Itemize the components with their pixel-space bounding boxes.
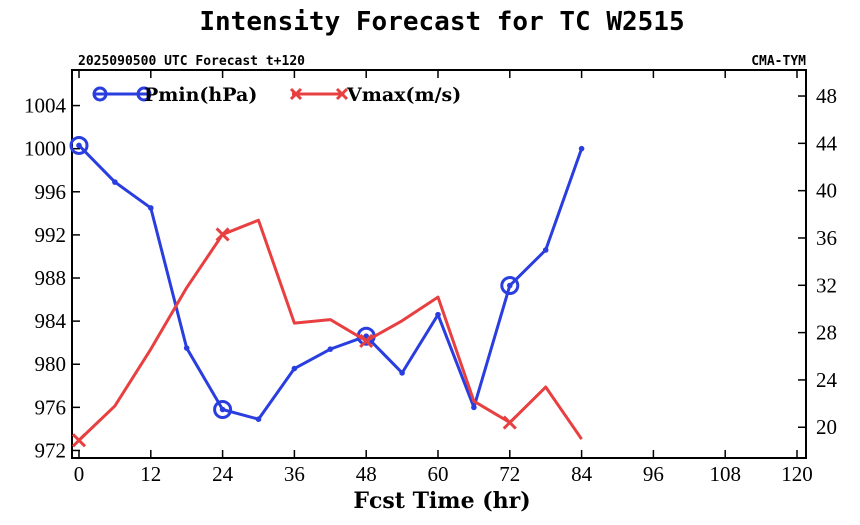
left-y-tick-label: 980: [35, 352, 67, 376]
right-y-tick-label: 24: [816, 368, 838, 392]
vmax-marker: [71, 433, 87, 448]
pmin-data-point: [471, 404, 477, 411]
pmin-data-point: [112, 179, 118, 185]
legend-pmin-label: Pmin(hPa): [144, 84, 257, 106]
legend-pmin-marker: [136, 86, 152, 102]
plot-frame: [71, 69, 807, 459]
legend-pmin-marker: [92, 86, 108, 102]
right-y-tick-label: 40: [816, 179, 837, 203]
axes: 0 12 24 36 48 60 72 84 96 108 120 972 976 980 984 988 99…: [24, 70, 838, 486]
legend-vmax-label: Vmax(m/s): [346, 84, 461, 106]
series-lines: [69, 135, 585, 448]
pmin-data-point: [578, 145, 585, 152]
pmin-data-point: [148, 205, 154, 211]
x-tick-label: 96: [643, 462, 664, 486]
pmin-series-line: [77, 144, 584, 421]
chart-title: Intensity Forecast for TC W2515: [199, 7, 684, 37]
legend-vmax-marker: [289, 87, 303, 101]
right-y-tick-label: 44: [816, 131, 838, 155]
left-y-tick-label: 996: [35, 180, 67, 204]
pmin-data-point: [291, 365, 298, 372]
left-y-tick-label: 1000: [24, 137, 66, 161]
left-y-tick-label: 992: [35, 223, 67, 247]
pmin-marker: [500, 276, 520, 296]
pmin-data-point: [507, 282, 513, 289]
left-y-tick-label: 988: [35, 266, 67, 290]
left-y-tick-label: 976: [35, 395, 67, 419]
right-y-tick-label: 32: [816, 273, 837, 297]
left-y-tick-label: 1004: [24, 94, 67, 118]
left-y-tick-label: 972: [35, 438, 67, 462]
pmin-data-point: [435, 311, 441, 318]
x-tick-label: 120: [781, 462, 813, 486]
x-tick-label: 48: [356, 462, 377, 486]
x-tick-label: 108: [709, 462, 741, 486]
x-tick-label: 36: [284, 462, 305, 486]
x-tick-label: 60: [428, 462, 449, 486]
x-tick-label: 0: [74, 462, 85, 486]
pmin-data-point: [327, 346, 334, 352]
pmin-marker: [69, 135, 89, 155]
right-y-tick-label: 48: [816, 84, 837, 108]
x-tick-label: 72: [499, 462, 520, 486]
right-y-tick-label: 20: [816, 415, 837, 439]
pmin-data-point: [219, 406, 226, 413]
vmax-marker: [359, 333, 374, 348]
vmax-marker: [502, 415, 517, 430]
chart-subtitle-right: CMA-TYM: [751, 54, 806, 69]
x-axis-label: Fcst Time (hr): [353, 488, 530, 514]
x-tick-label: 84: [571, 462, 593, 486]
legend: Pmin(hPa) Vmax(m/s): [92, 84, 461, 106]
right-y-tick-label: 28: [816, 321, 837, 345]
pmin-marker: [213, 400, 233, 419]
vmax-marker: [215, 227, 230, 242]
right-y-tick-label: 36: [816, 226, 837, 250]
chart-subtitle-left: 2025090500 UTC Forecast t+120: [78, 54, 305, 69]
vmax-series-line: [77, 218, 583, 442]
pmin-data-point: [542, 247, 549, 253]
legend-vmax-marker: [335, 87, 349, 101]
pmin-data-point: [76, 142, 82, 149]
pmin-data-point: [183, 345, 190, 351]
left-y-tick-label: 984: [35, 309, 67, 333]
x-tick-label: 12: [140, 462, 161, 486]
x-tick-label: 24: [212, 462, 234, 486]
pmin-data-point: [255, 416, 262, 423]
pmin-data-point: [399, 370, 405, 376]
